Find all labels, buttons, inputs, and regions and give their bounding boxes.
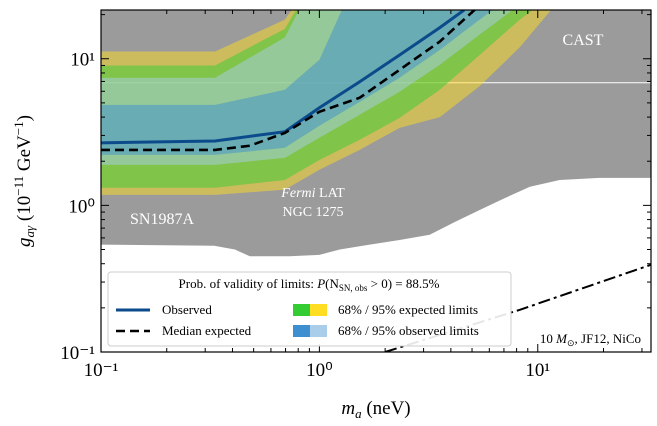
label-part: Fermi <box>280 186 315 201</box>
legend-swatch <box>310 304 327 316</box>
legend-label: Observed <box>162 302 212 317</box>
limit-band <box>101 10 493 155</box>
legend-swatch <box>310 325 327 337</box>
x-tick-label: 10⁰ <box>306 360 333 381</box>
title-part: SN, obs <box>339 283 368 293</box>
plot-area: CAST SN1987A Fermi LAT NGC 1275 <box>101 10 651 352</box>
label-part: m <box>341 398 355 419</box>
region-label: NGC 1275 <box>282 205 343 220</box>
region-label: SN1987A <box>130 211 194 228</box>
label-part: GeV <box>14 135 35 176</box>
legend-label: Median expected <box>162 323 252 338</box>
label-part: (10 <box>14 196 35 226</box>
label-part: (neV) <box>362 398 411 419</box>
label-part: ) <box>14 115 35 121</box>
series-line <box>101 10 465 145</box>
annotation-part: 10 <box>540 331 556 346</box>
x-tick-label: 10⁻¹ <box>84 360 119 381</box>
title-part: > 0) = 88.5% <box>367 276 439 291</box>
legend-title: Prob. of validity of limits: P(NSN, obs … <box>179 276 440 293</box>
y-axis-label: gaγ (10−11 GeV−1) <box>11 115 37 247</box>
label-part: a <box>355 406 362 421</box>
region-label: CAST <box>563 32 604 49</box>
annotation-part: M <box>555 331 568 346</box>
label-part: −1 <box>11 121 26 135</box>
annotation-part: , JF12, NiCo <box>575 331 641 346</box>
annotation: 10 M⊙, JF12, NiCo <box>540 331 641 348</box>
legend-swatch <box>293 304 310 316</box>
label-part: aγ <box>22 225 37 238</box>
series-line <box>101 10 476 152</box>
y-tick-label: 10⁻¹ <box>60 343 95 364</box>
label-part: −11 <box>11 176 26 196</box>
y-tick-label: 10⁰ <box>68 196 95 217</box>
y-tick-label: 10¹ <box>70 50 95 71</box>
overlay: 10 M⊙, JF12, NiCo 10⁻¹ 10⁰ 10¹ 10⁻¹ 10⁰ 10¹ ma … <box>11 9 652 421</box>
title-part: (N <box>325 276 339 291</box>
title-part: P <box>316 276 325 291</box>
x-tick-label: 10¹ <box>525 360 550 381</box>
region-label: Fermi LAT <box>280 186 345 201</box>
legend-label: 68% / 95% expected limits <box>338 302 478 317</box>
legend-swatch <box>293 325 310 337</box>
title-part: Prob. of validity of limits: <box>179 276 318 291</box>
annotation-part: ⊙ <box>567 338 575 348</box>
label-part: LAT <box>316 186 346 201</box>
x-axis-label: ma (neV) <box>341 398 410 421</box>
legend-label: 68% / 95% observed limits <box>338 323 479 338</box>
axes-frame <box>100 9 652 353</box>
label-part: g <box>14 237 35 247</box>
